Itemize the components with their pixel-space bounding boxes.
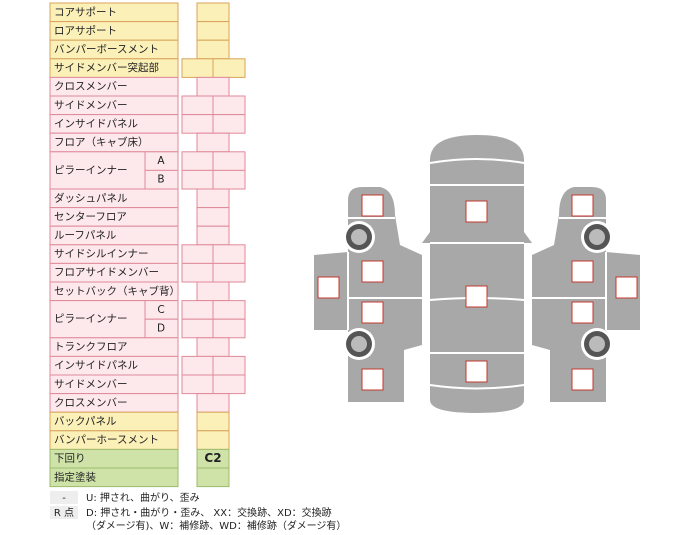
- check-cell: [196, 207, 230, 227]
- check-cell: [196, 132, 230, 153]
- legend-text: D: 押され・曲がり・歪み、 XX：交換跡、XD：交換跡: [86, 506, 332, 519]
- row-label-cell: [49, 300, 146, 339]
- check-cell: [181, 244, 214, 264]
- check-cell: [212, 114, 246, 134]
- row-label-cell: [49, 467, 179, 488]
- check-cell: [196, 337, 230, 357]
- row-label: バックパネル: [54, 416, 116, 428]
- check-cell: [196, 281, 230, 302]
- check-cell: [212, 318, 246, 339]
- check-cell: [196, 393, 230, 413]
- check-boxes: [317, 194, 638, 391]
- sub-label: A: [157, 155, 165, 167]
- row-label: サイドメンバー: [54, 99, 128, 111]
- check-cell: [181, 355, 214, 376]
- check-cell: [181, 169, 214, 190]
- check-cell: [181, 374, 214, 395]
- check-cell: [181, 318, 214, 339]
- row-label: トランクフロア: [54, 341, 128, 353]
- check-cell: [196, 188, 230, 209]
- sub-label: B: [157, 174, 164, 186]
- row-label: インサイドパネル: [54, 118, 138, 130]
- row-label: フロア（キャブ床）: [54, 136, 149, 149]
- check-cell: [212, 169, 246, 190]
- check-cell: [196, 411, 230, 432]
- legend-key: -: [62, 493, 66, 504]
- row-label: ロアサポート: [54, 25, 117, 37]
- row-label: ダッシュパネル: [54, 191, 128, 204]
- sub-label: D: [157, 323, 165, 335]
- sub-label: C: [157, 304, 164, 316]
- check-cell: [181, 58, 214, 78]
- row-label: ピラーインナー: [54, 164, 128, 176]
- row-label: インサイドパネル: [54, 360, 138, 372]
- row-label: バンパーボースメント: [54, 44, 159, 56]
- wheels: [343, 221, 613, 360]
- row-label: センターフロア: [54, 211, 127, 223]
- row-label: 指定塗装: [54, 470, 96, 483]
- cell-value: C2: [204, 451, 221, 465]
- check-cell: [212, 262, 246, 283]
- row-label: ルーフパネル: [54, 230, 116, 242]
- check-cell: [196, 76, 230, 97]
- check-cell: [181, 95, 214, 116]
- legend-text: （ダメージ有)、W：補修跡、WD：補修跡（ダメージ有）: [86, 519, 346, 532]
- check-cell: [212, 300, 246, 320]
- row-label-cell: [49, 151, 146, 190]
- check-cell: [196, 2, 230, 23]
- row-label: サイドメンバー: [54, 378, 128, 390]
- check-cell: [212, 151, 246, 171]
- check-cell: [212, 355, 246, 376]
- row-label: クロスメンバー: [54, 397, 128, 409]
- check-cell: [181, 262, 214, 283]
- check-cell: [196, 430, 230, 450]
- row-label: クロスメンバー: [54, 81, 128, 93]
- row-label: 下回り: [54, 453, 86, 465]
- check-cell: [181, 114, 214, 134]
- check-cell: [212, 58, 246, 78]
- check-cell: [196, 21, 230, 41]
- check-cell: [196, 39, 230, 60]
- row-label: ピラーインナー: [54, 313, 128, 325]
- legend-key-box: [50, 506, 78, 519]
- check-cell: [196, 225, 230, 246]
- legend-key: R 点: [54, 507, 74, 519]
- car-diagram: [314, 135, 640, 413]
- row-label: バンパーホースメント: [54, 434, 159, 446]
- check-cell: [196, 467, 230, 488]
- check-cell: [181, 300, 214, 320]
- check-cell: [181, 151, 214, 171]
- check-cell: [212, 374, 246, 395]
- legend-key-box: [50, 491, 78, 504]
- row-label: コアサポート: [54, 6, 117, 18]
- row-label: サイドシルインナー: [54, 248, 149, 260]
- row-label: セットバック（キャブ背）: [54, 284, 180, 297]
- row-label: サイドメンバー突起部: [54, 61, 159, 74]
- legend-text: U: 押され、曲がり、歪み: [86, 491, 200, 504]
- check-cell: [212, 95, 246, 116]
- row-label: フロアサイドメンバー: [54, 267, 159, 279]
- check-cell: [212, 244, 246, 264]
